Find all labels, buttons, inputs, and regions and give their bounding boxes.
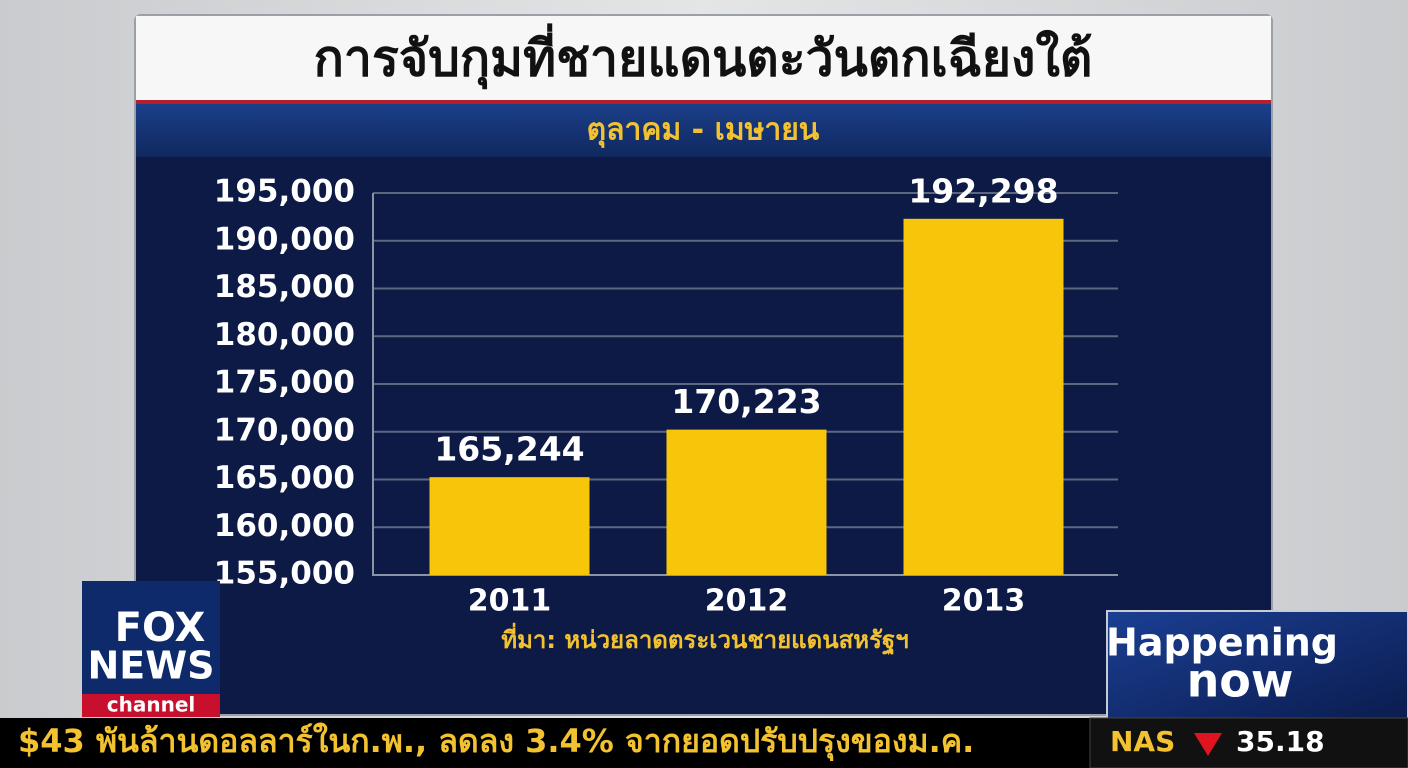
- logo-strip: [82, 694, 220, 717]
- value-label: 165,244: [434, 430, 584, 469]
- x-tick-label: 2011: [468, 584, 552, 619]
- x-tick-label: 2012: [705, 584, 789, 619]
- title-rule: [136, 100, 1271, 104]
- y-tick-label: 160,000: [214, 508, 355, 544]
- title-band: [136, 16, 1271, 101]
- y-tick-label: 180,000: [214, 317, 355, 353]
- subtitle-band: [136, 104, 1271, 157]
- bar: [666, 429, 827, 575]
- value-label: 192,298: [908, 171, 1058, 210]
- source-note: ที่มา: หน่วยลาดตระเวนชายแดนสหรัฐฯ: [501, 622, 908, 656]
- plot: 155,000 160,000 165,000 170,000 175,000 180,0…: [214, 171, 1118, 619]
- y-tick-label: 185,000: [214, 269, 355, 305]
- ticker-change: 35.18: [1236, 725, 1325, 758]
- y-tick-label: 190,000: [214, 221, 355, 257]
- ticker-text: $43 พันล้านดอลลาร์ในก.พ., ลดลง 3.4% จากย…: [18, 722, 974, 762]
- y-tick-label: 155,000: [214, 556, 355, 592]
- badge-text: Happening: [1106, 621, 1338, 665]
- y-tick-label: 195,000: [214, 174, 355, 210]
- ticker-symbol: NAS: [1110, 725, 1175, 758]
- badge-text: now: [1187, 654, 1294, 708]
- x-tick-label: 2013: [942, 584, 1026, 619]
- happening-badge: [1106, 610, 1408, 720]
- logo-text: FOX: [115, 605, 206, 651]
- logo-text: channel: [107, 693, 196, 717]
- y-tick-label: 165,000: [214, 460, 355, 496]
- bar: [429, 477, 590, 575]
- value-label: 170,223: [671, 382, 821, 421]
- y-tick-label: 175,000: [214, 365, 355, 401]
- down-arrow: [1194, 733, 1222, 756]
- chart-title: การจับกุมที่ชายแดนตะวันตกเฉียงใต้: [314, 24, 1093, 90]
- bar: [903, 218, 1064, 576]
- logo-text: NEWS: [87, 644, 214, 688]
- y-tick-label: 170,000: [214, 412, 355, 448]
- chart-subtitle: ตุลาคม - เมษายน: [587, 113, 820, 149]
- ticker-quote: [1089, 717, 1408, 768]
